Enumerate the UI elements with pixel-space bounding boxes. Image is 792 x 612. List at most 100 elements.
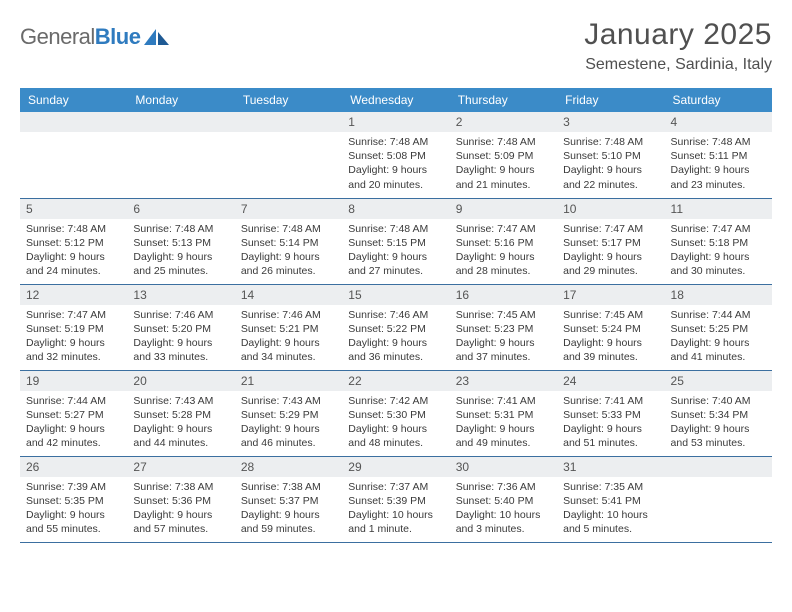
day-number: 14 <box>235 285 342 305</box>
day-details: Sunrise: 7:37 AMSunset: 5:39 PMDaylight:… <box>342 477 449 541</box>
day-number: 26 <box>20 457 127 477</box>
day-number: 29 <box>342 457 449 477</box>
month-title: January 2025 <box>584 18 772 52</box>
calendar-day-cell: 21Sunrise: 7:43 AMSunset: 5:29 PMDayligh… <box>235 370 342 456</box>
day-number: 21 <box>235 371 342 391</box>
day-number: 12 <box>20 285 127 305</box>
day-details: Sunrise: 7:45 AMSunset: 5:23 PMDaylight:… <box>450 305 557 369</box>
calendar-day-cell: 1Sunrise: 7:48 AMSunset: 5:08 PMDaylight… <box>342 112 449 198</box>
day-details: Sunrise: 7:45 AMSunset: 5:24 PMDaylight:… <box>557 305 664 369</box>
day-details: Sunrise: 7:44 AMSunset: 5:25 PMDaylight:… <box>665 305 772 369</box>
day-number: 18 <box>665 285 772 305</box>
day-details: Sunrise: 7:41 AMSunset: 5:31 PMDaylight:… <box>450 391 557 455</box>
calendar-day-cell: 29Sunrise: 7:37 AMSunset: 5:39 PMDayligh… <box>342 456 449 542</box>
calendar-day-cell: 7Sunrise: 7:48 AMSunset: 5:14 PMDaylight… <box>235 198 342 284</box>
weekday-header: Thursday <box>450 88 557 112</box>
calendar-day-cell: 19Sunrise: 7:44 AMSunset: 5:27 PMDayligh… <box>20 370 127 456</box>
day-number: 6 <box>127 199 234 219</box>
calendar-day-cell: 14Sunrise: 7:46 AMSunset: 5:21 PMDayligh… <box>235 284 342 370</box>
calendar-week-row: 26Sunrise: 7:39 AMSunset: 5:35 PMDayligh… <box>20 456 772 542</box>
weekday-header: Monday <box>127 88 234 112</box>
weekday-header-row: SundayMondayTuesdayWednesdayThursdayFrid… <box>20 88 772 112</box>
brand-part2: Blue <box>95 24 141 49</box>
day-details: Sunrise: 7:48 AMSunset: 5:09 PMDaylight:… <box>450 132 557 196</box>
day-details: Sunrise: 7:38 AMSunset: 5:36 PMDaylight:… <box>127 477 234 541</box>
day-number: 16 <box>450 285 557 305</box>
day-number: 31 <box>557 457 664 477</box>
day-number: 2 <box>450 112 557 132</box>
day-number: 3 <box>557 112 664 132</box>
calendar-day-cell: 13Sunrise: 7:46 AMSunset: 5:20 PMDayligh… <box>127 284 234 370</box>
day-details: Sunrise: 7:47 AMSunset: 5:18 PMDaylight:… <box>665 219 772 283</box>
day-details: Sunrise: 7:48 AMSunset: 5:13 PMDaylight:… <box>127 219 234 283</box>
weekday-header: Saturday <box>665 88 772 112</box>
day-number: 4 <box>665 112 772 132</box>
calendar-day-cell: 24Sunrise: 7:41 AMSunset: 5:33 PMDayligh… <box>557 370 664 456</box>
calendar-week-row: 19Sunrise: 7:44 AMSunset: 5:27 PMDayligh… <box>20 370 772 456</box>
calendar-day-cell: 18Sunrise: 7:44 AMSunset: 5:25 PMDayligh… <box>665 284 772 370</box>
calendar-day-cell: 17Sunrise: 7:45 AMSunset: 5:24 PMDayligh… <box>557 284 664 370</box>
day-number: 10 <box>557 199 664 219</box>
day-number: 27 <box>127 457 234 477</box>
calendar-day-cell: 11Sunrise: 7:47 AMSunset: 5:18 PMDayligh… <box>665 198 772 284</box>
calendar-table: SundayMondayTuesdayWednesdayThursdayFrid… <box>20 88 772 543</box>
calendar-day-cell: 28Sunrise: 7:38 AMSunset: 5:37 PMDayligh… <box>235 456 342 542</box>
day-details: Sunrise: 7:42 AMSunset: 5:30 PMDaylight:… <box>342 391 449 455</box>
calendar-day-cell: 12Sunrise: 7:47 AMSunset: 5:19 PMDayligh… <box>20 284 127 370</box>
day-details: Sunrise: 7:47 AMSunset: 5:16 PMDaylight:… <box>450 219 557 283</box>
day-details: Sunrise: 7:46 AMSunset: 5:22 PMDaylight:… <box>342 305 449 369</box>
day-number: 28 <box>235 457 342 477</box>
calendar-day-cell: 8Sunrise: 7:48 AMSunset: 5:15 PMDaylight… <box>342 198 449 284</box>
calendar-empty-cell <box>20 112 127 198</box>
calendar-day-cell: 6Sunrise: 7:48 AMSunset: 5:13 PMDaylight… <box>127 198 234 284</box>
calendar-day-cell: 3Sunrise: 7:48 AMSunset: 5:10 PMDaylight… <box>557 112 664 198</box>
day-number: 8 <box>342 199 449 219</box>
day-details: Sunrise: 7:40 AMSunset: 5:34 PMDaylight:… <box>665 391 772 455</box>
title-block: January 2025 Semestene, Sardinia, Italy <box>584 18 772 74</box>
day-number: 24 <box>557 371 664 391</box>
header: GeneralBlue January 2025 Semestene, Sard… <box>20 18 772 74</box>
day-details: Sunrise: 7:46 AMSunset: 5:21 PMDaylight:… <box>235 305 342 369</box>
day-details: Sunrise: 7:39 AMSunset: 5:35 PMDaylight:… <box>20 477 127 541</box>
calendar-day-cell: 25Sunrise: 7:40 AMSunset: 5:34 PMDayligh… <box>665 370 772 456</box>
calendar-empty-cell <box>235 112 342 198</box>
day-number: 20 <box>127 371 234 391</box>
calendar-day-cell: 27Sunrise: 7:38 AMSunset: 5:36 PMDayligh… <box>127 456 234 542</box>
day-number: 23 <box>450 371 557 391</box>
day-details: Sunrise: 7:36 AMSunset: 5:40 PMDaylight:… <box>450 477 557 541</box>
day-number: 30 <box>450 457 557 477</box>
calendar-day-cell: 16Sunrise: 7:45 AMSunset: 5:23 PMDayligh… <box>450 284 557 370</box>
calendar-week-row: 5Sunrise: 7:48 AMSunset: 5:12 PMDaylight… <box>20 198 772 284</box>
day-number: 22 <box>342 371 449 391</box>
day-details: Sunrise: 7:48 AMSunset: 5:08 PMDaylight:… <box>342 132 449 196</box>
day-details: Sunrise: 7:48 AMSunset: 5:10 PMDaylight:… <box>557 132 664 196</box>
calendar-day-cell: 10Sunrise: 7:47 AMSunset: 5:17 PMDayligh… <box>557 198 664 284</box>
day-details: Sunrise: 7:46 AMSunset: 5:20 PMDaylight:… <box>127 305 234 369</box>
location-text: Semestene, Sardinia, Italy <box>584 56 772 74</box>
calendar-day-cell: 22Sunrise: 7:42 AMSunset: 5:30 PMDayligh… <box>342 370 449 456</box>
day-details: Sunrise: 7:41 AMSunset: 5:33 PMDaylight:… <box>557 391 664 455</box>
sail-icon <box>144 27 170 47</box>
day-details: Sunrise: 7:35 AMSunset: 5:41 PMDaylight:… <box>557 477 664 541</box>
calendar-day-cell: 15Sunrise: 7:46 AMSunset: 5:22 PMDayligh… <box>342 284 449 370</box>
brand-part1: General <box>20 24 95 49</box>
calendar-empty-cell <box>127 112 234 198</box>
calendar-day-cell: 23Sunrise: 7:41 AMSunset: 5:31 PMDayligh… <box>450 370 557 456</box>
day-details: Sunrise: 7:47 AMSunset: 5:17 PMDaylight:… <box>557 219 664 283</box>
weekday-header: Tuesday <box>235 88 342 112</box>
day-details: Sunrise: 7:47 AMSunset: 5:19 PMDaylight:… <box>20 305 127 369</box>
calendar-week-row: 12Sunrise: 7:47 AMSunset: 5:19 PMDayligh… <box>20 284 772 370</box>
day-details: Sunrise: 7:48 AMSunset: 5:11 PMDaylight:… <box>665 132 772 196</box>
calendar-day-cell: 20Sunrise: 7:43 AMSunset: 5:28 PMDayligh… <box>127 370 234 456</box>
day-details: Sunrise: 7:48 AMSunset: 5:15 PMDaylight:… <box>342 219 449 283</box>
brand-logo: GeneralBlue <box>20 18 170 50</box>
weekday-header: Sunday <box>20 88 127 112</box>
day-number: 17 <box>557 285 664 305</box>
calendar-day-cell: 2Sunrise: 7:48 AMSunset: 5:09 PMDaylight… <box>450 112 557 198</box>
day-number: 25 <box>665 371 772 391</box>
day-details: Sunrise: 7:43 AMSunset: 5:29 PMDaylight:… <box>235 391 342 455</box>
day-details: Sunrise: 7:44 AMSunset: 5:27 PMDaylight:… <box>20 391 127 455</box>
calendar-day-cell: 9Sunrise: 7:47 AMSunset: 5:16 PMDaylight… <box>450 198 557 284</box>
day-details: Sunrise: 7:48 AMSunset: 5:12 PMDaylight:… <box>20 219 127 283</box>
day-number: 19 <box>20 371 127 391</box>
